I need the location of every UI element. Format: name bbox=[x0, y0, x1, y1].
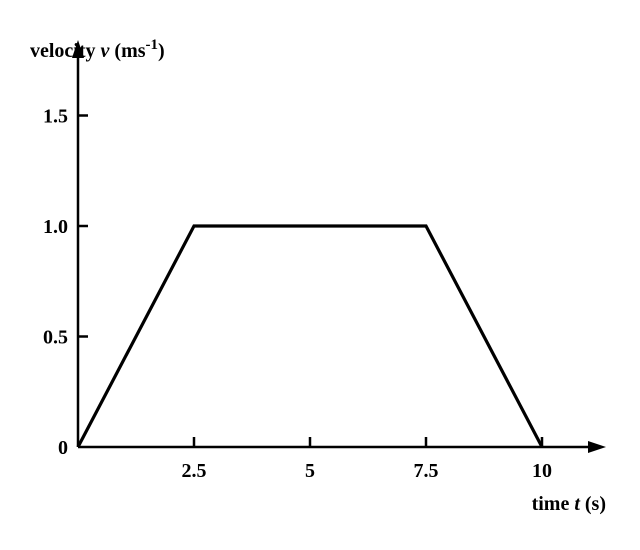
axes bbox=[72, 40, 606, 453]
series bbox=[76, 224, 544, 448]
tick-labels: 2.5 5 7.5 10 0.5 1.0 1.5 bbox=[43, 106, 552, 483]
y-axis-label-unit: (ms bbox=[109, 40, 145, 62]
x-tick-label: 2.5 bbox=[182, 460, 207, 482]
y-tick-label: 0.5 bbox=[43, 327, 68, 349]
origin-label: 0 bbox=[58, 437, 68, 459]
ticks bbox=[78, 114, 544, 447]
x-axis-label: time t (s) bbox=[532, 493, 606, 515]
y-axis-label: velocity v (ms-1) bbox=[30, 37, 165, 62]
x-tick-label: 5 bbox=[305, 460, 315, 482]
y-axis-label-close: ) bbox=[158, 40, 165, 62]
y-axis-arrowhead bbox=[72, 40, 84, 58]
y-tick-label: 1.5 bbox=[43, 106, 68, 128]
x-tick-label: 7.5 bbox=[414, 460, 439, 482]
y-axis-label-exponent: -1 bbox=[146, 37, 159, 53]
y-tick-label: 1.0 bbox=[43, 216, 68, 238]
x-axis-label-unit: (s) bbox=[580, 493, 606, 515]
x-axis-label-var: t bbox=[574, 493, 581, 515]
x-tick-label: 10 bbox=[532, 460, 552, 482]
y-axis-label-text: velocity bbox=[30, 40, 101, 62]
y-axis-label-var: v bbox=[101, 40, 111, 62]
velocity-series-line bbox=[76, 224, 544, 448]
x-axis-label-text: time bbox=[532, 493, 575, 515]
x-axis-arrowhead bbox=[588, 441, 606, 453]
